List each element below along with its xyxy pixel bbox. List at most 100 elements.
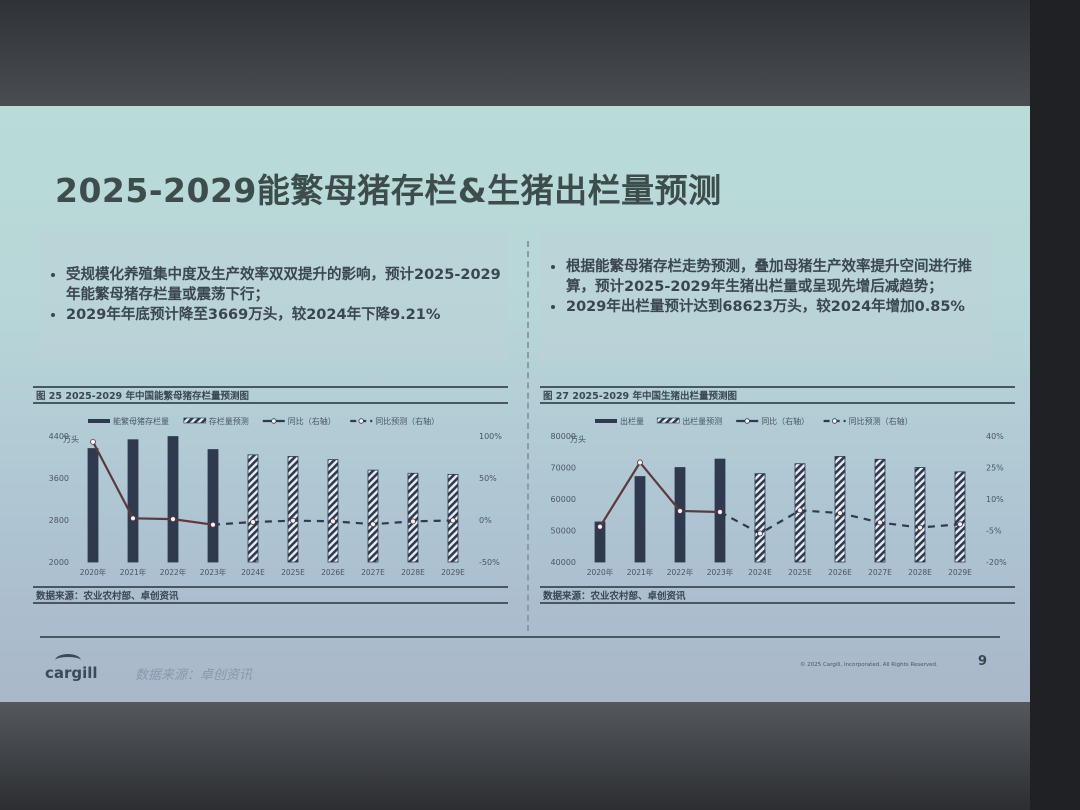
y-tick-label: 60000 [551, 495, 576, 504]
yoy-point [957, 521, 963, 528]
bullet: 2029年出栏量预计达到68623万头，较2024年增加0.85% [566, 297, 992, 317]
bar [167, 436, 179, 563]
left-text-box: 受规模化养殖集中度及生产效率双双提升的影响，预计2025-2029年能繁母猪存栏… [40, 231, 508, 361]
x-tick-label: 2024E [748, 568, 772, 577]
yoy-point [450, 517, 456, 524]
yoy-line [92, 441, 214, 526]
y-tick-label: 70000 [551, 464, 576, 473]
y-tick-label: 3600 [49, 474, 69, 483]
yoy-point [637, 459, 643, 466]
x-tick-label: 2022年 [160, 567, 187, 577]
photo-background-bottom [0, 700, 1080, 810]
legend-label: 同比（右轴） [288, 416, 336, 426]
forecast-bar [367, 469, 379, 563]
y-unit-label: 万头 [570, 434, 586, 444]
y2-tick-label: 40% [986, 432, 1004, 441]
y2-tick-label: 10% [986, 495, 1004, 504]
forecast-bar [287, 456, 299, 563]
logo-swoosh-icon [55, 654, 81, 667]
footer-source: 数据来源：卓创资讯 [135, 668, 253, 683]
x-tick-label: 2028E [908, 568, 932, 577]
x-tick-label: 2027E [868, 568, 892, 577]
forecast-bar [914, 467, 926, 563]
x-tick-label: 2029E [948, 568, 972, 577]
forecast-bar [954, 471, 966, 563]
x-tick-label: 2029E [441, 568, 465, 577]
forecast-bar [874, 458, 886, 563]
yoy-point [250, 519, 256, 525]
legend-label: 同比（右轴） [761, 416, 809, 426]
y-tick-label: 40000 [551, 558, 576, 567]
x-tick-label: 2022年 [667, 567, 694, 577]
photo-background-top [0, 0, 1080, 110]
legend-label: 存栏量预测 [209, 416, 249, 426]
slide: 2025-2029能繁母猪存栏&生猪出栏量预测 受规模化养殖集中度及生产效率双双… [0, 106, 1030, 702]
y2-tick-label: 50% [479, 474, 497, 483]
x-tick-label: 2027E [361, 568, 385, 577]
legend-marker [358, 418, 364, 424]
y-tick-label: 2800 [49, 516, 69, 525]
yoy-point [757, 530, 763, 537]
legend-swatch [88, 419, 110, 423]
hog-slaughter-chart: 图 27 2025-2029 年中国生猪出栏量预测图 40000 50000 600… [540, 386, 1015, 611]
forecast-bar [834, 456, 846, 563]
right-text-box: 根据能繁母猪存栏走势预测，叠加母猪生产效率提升空间进行推算，预计2025-202… [540, 231, 992, 361]
copyright: © 2025 Cargill, Incorporated. All Rights… [800, 662, 938, 668]
chart-source: 数据来源：农业农村部、卓创资讯 [33, 586, 508, 604]
legend-marker [831, 418, 838, 424]
bar [207, 449, 219, 563]
y-tick-label: 2000 [49, 558, 69, 567]
bar [87, 448, 99, 563]
yoy-point [170, 516, 176, 523]
yoy-point [210, 521, 216, 528]
bullet: 根据能繁母猪存栏走势预测，叠加母猪生产效率提升空间进行推算，预计2025-202… [566, 257, 992, 297]
x-tick-label: 2025E [788, 568, 812, 577]
footer-divider [40, 636, 1000, 638]
x-tick-label: 2020年 [80, 567, 107, 577]
bar [674, 467, 686, 563]
x-tick-label: 2021年 [120, 567, 147, 577]
x-tick-label: 2028E [401, 568, 425, 577]
yoy-point [677, 508, 683, 514]
y2-tick-label: -50% [479, 558, 500, 567]
yoy-point [877, 519, 883, 526]
legend-marker [271, 418, 277, 424]
legend-swatch [595, 419, 617, 423]
x-tick-label: 2020年 [587, 567, 614, 577]
bar [127, 439, 139, 563]
yoy-line [599, 460, 721, 528]
x-tick-label: 2023年 [707, 567, 734, 577]
y-tick-label: 80000 [551, 432, 576, 441]
yoy-point [717, 509, 723, 515]
legend-swatch [183, 417, 207, 424]
yoy-point [90, 438, 96, 445]
y-unit-label: 万头 [63, 434, 79, 444]
forecast-bar [754, 473, 766, 563]
x-tick-label: 2026E [828, 568, 852, 577]
legend-label: 出栏量 [620, 416, 644, 426]
forecast-bar [247, 454, 259, 563]
yoy-point [837, 510, 843, 516]
yoy-point [597, 523, 603, 530]
legend-label: 出栏量预测 [682, 416, 722, 426]
x-tick-label: 2026E [321, 568, 345, 577]
legend-marker [744, 418, 750, 424]
yoy-point [410, 518, 416, 525]
forecast-bar [407, 472, 419, 563]
x-tick-label: 2021年 [627, 567, 654, 577]
yoy-point [130, 515, 136, 522]
yoy-point [797, 507, 803, 514]
legend-label: 同比预测（右轴） [375, 416, 439, 426]
yoy-point [370, 521, 376, 528]
column-divider [527, 241, 529, 631]
legend-label: 同比预测（右轴） [849, 416, 913, 426]
forecast-bar [327, 459, 339, 563]
chart-title: 图 25 2025-2029 年中国能繁母猪存栏量预测图 [33, 386, 508, 404]
y2-tick-label: 25% [986, 464, 1004, 473]
yoy-point [290, 517, 296, 524]
projector-edge [1030, 0, 1080, 810]
legend-swatch [656, 417, 680, 424]
chart-svg: 40000 50000 60000 70000 80000 -20% -5% 10% 25% 40… [551, 416, 1008, 577]
bar [594, 521, 606, 563]
bullet: 2029年年底预计降至3669万头，较2024年下降9.21% [66, 305, 508, 325]
